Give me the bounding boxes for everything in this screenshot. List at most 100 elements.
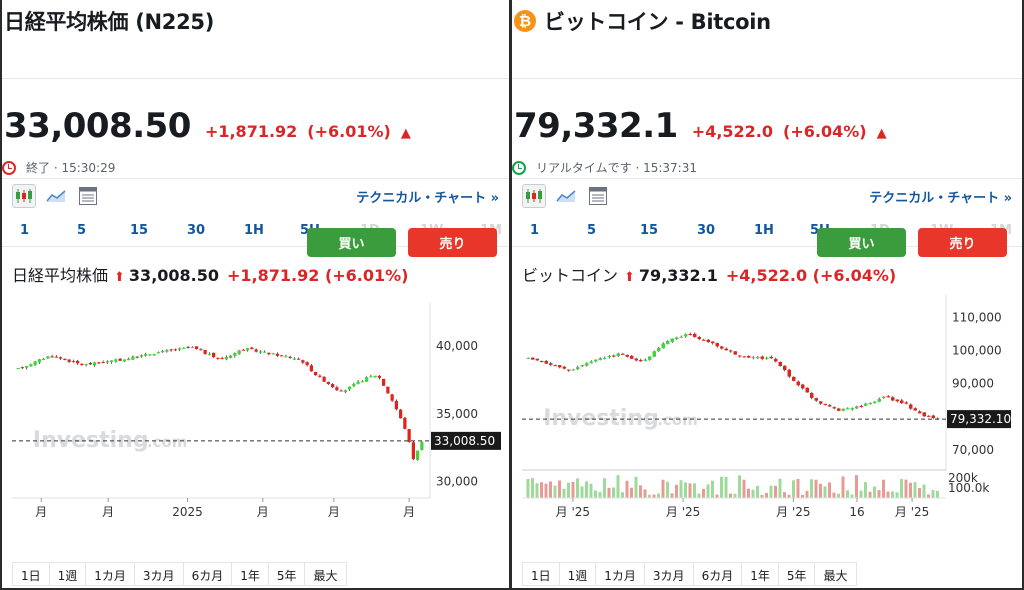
interval-1h[interactable]: 1H [244, 223, 264, 238]
candle-body [805, 387, 809, 393]
candle-body [616, 353, 620, 357]
volume-bar [612, 487, 615, 498]
range-6m[interactable]: 6カ月 [184, 563, 233, 585]
candle-body [540, 361, 544, 363]
last-price-tag [431, 431, 501, 450]
candle-body [846, 408, 850, 410]
title-row: 日経平均株価 (N225) [4, 8, 214, 34]
volume-bar [643, 489, 647, 498]
volume-bar [787, 494, 791, 498]
range-max[interactable]: 最大 [313, 569, 338, 583]
candle-body [589, 361, 593, 364]
x-tick-label: 月 '25 [666, 505, 700, 519]
technical-chart-link[interactable]: テクニカル・チャート » [869, 191, 1012, 206]
price-chart[interactable]: Investing.com 33,008.5040,00035,00030,000… [2, 290, 509, 555]
candle-body [535, 358, 539, 361]
range-1m[interactable]: 1カ月 [596, 563, 645, 585]
price-change-percent: (+6.04%) [783, 122, 867, 141]
candle-body [420, 441, 424, 451]
area-chart-icon[interactable] [44, 184, 68, 208]
technical-chart-link[interactable]: テクニカル・チャート » [356, 191, 499, 206]
candle-body [639, 360, 643, 362]
y-tick-label: 35,000 [436, 407, 478, 421]
table-view-icon[interactable] [76, 184, 100, 208]
candle-body [76, 360, 80, 364]
candle-body [326, 381, 330, 385]
candle-body [156, 352, 160, 354]
range-1d[interactable]: 1日 [13, 563, 50, 585]
range-6m[interactable]: 6カ月 [694, 563, 743, 585]
candle-body [747, 355, 751, 358]
table-view-icon[interactable] [586, 184, 610, 208]
volume-bar [913, 482, 917, 498]
title-row: ₿ ビットコイン - Bitcoin [514, 8, 771, 34]
up-arrow-icon: ⬆ [114, 270, 125, 285]
chart-change: +4,522.0 (+6.04%) [725, 266, 897, 285]
sell-button[interactable]: 売り [918, 228, 1007, 257]
candle-body [648, 356, 652, 360]
candle-body [756, 357, 760, 359]
interval-1[interactable]: 1 [20, 223, 30, 238]
candle-body [67, 359, 71, 362]
candle-body [868, 402, 872, 405]
range-3m[interactable]: 3カ月 [645, 563, 694, 585]
bitcoin-panel: ₿ ビットコイン - Bitcoin 79,332.1 +4,522.0 (+6… [512, 0, 1022, 588]
range-1d[interactable]: 1日 [523, 563, 560, 585]
range-1y[interactable]: 1年 [742, 563, 779, 585]
volume-bar [828, 482, 831, 498]
candle-body [373, 375, 377, 378]
buy-button[interactable]: 買い [307, 228, 396, 257]
range-5y[interactable]: 5年 [779, 563, 816, 585]
x-tick-label: 月 '25 [556, 505, 590, 519]
interval-15[interactable]: 15 [130, 223, 149, 238]
volume-bar [796, 478, 800, 498]
interval-30[interactable]: 30 [187, 223, 206, 238]
candle-body [318, 375, 322, 377]
volume-bar [598, 492, 602, 498]
up-arrow-icon: ⬆ [624, 270, 635, 285]
interval-5[interactable]: 5 [77, 223, 87, 238]
volume-bar [882, 479, 885, 498]
interval-1[interactable]: 1 [530, 223, 540, 238]
price-chart[interactable]: Investing.com 79,332.10 110,000 100,000 90,0… [512, 290, 1022, 555]
price-change: +4,522.0 [691, 122, 774, 141]
candle-body [706, 339, 710, 343]
sell-button[interactable]: 売り [408, 228, 497, 257]
range-1m[interactable]: 1カ月 [86, 563, 135, 585]
y-tick-label: 40,000 [436, 339, 478, 353]
interval-5[interactable]: 5 [587, 223, 597, 238]
range-1w[interactable]: 1週 [50, 563, 87, 585]
candle-body [670, 338, 674, 343]
area-chart-icon[interactable] [554, 184, 578, 208]
buy-button[interactable]: 買い [817, 228, 906, 257]
volume-bar [859, 490, 863, 498]
volume-bar [549, 481, 552, 498]
volume-bar [891, 491, 894, 498]
range-5y[interactable]: 5年 [269, 563, 306, 585]
candle-body [882, 396, 886, 399]
candle-body [394, 400, 398, 410]
candle-body [169, 349, 173, 351]
range-3m[interactable]: 3カ月 [135, 563, 184, 585]
range-1y[interactable]: 1年 [232, 563, 269, 585]
candle-body [751, 357, 755, 359]
candle-body [562, 366, 566, 369]
candle-body [88, 363, 92, 365]
candle-body [331, 384, 335, 388]
candle-body [220, 358, 224, 360]
volume-bar [760, 494, 764, 498]
interval-15[interactable]: 15 [640, 223, 659, 238]
interval-1h[interactable]: 1H [754, 223, 774, 238]
candle-body [594, 359, 598, 362]
interval-30[interactable]: 30 [697, 223, 716, 238]
candle-body [765, 357, 769, 359]
candlestick-chart-icon[interactable] [12, 184, 36, 208]
candle-body [607, 356, 611, 358]
volume-bar [801, 494, 804, 498]
range-1w[interactable]: 1週 [560, 563, 597, 585]
volume-bar [607, 487, 611, 498]
range-max[interactable]: 最大 [823, 569, 848, 583]
x-tick-label: 月 '25 [776, 505, 810, 519]
volume-bar [756, 485, 759, 498]
candlestick-chart-icon[interactable] [522, 184, 546, 208]
